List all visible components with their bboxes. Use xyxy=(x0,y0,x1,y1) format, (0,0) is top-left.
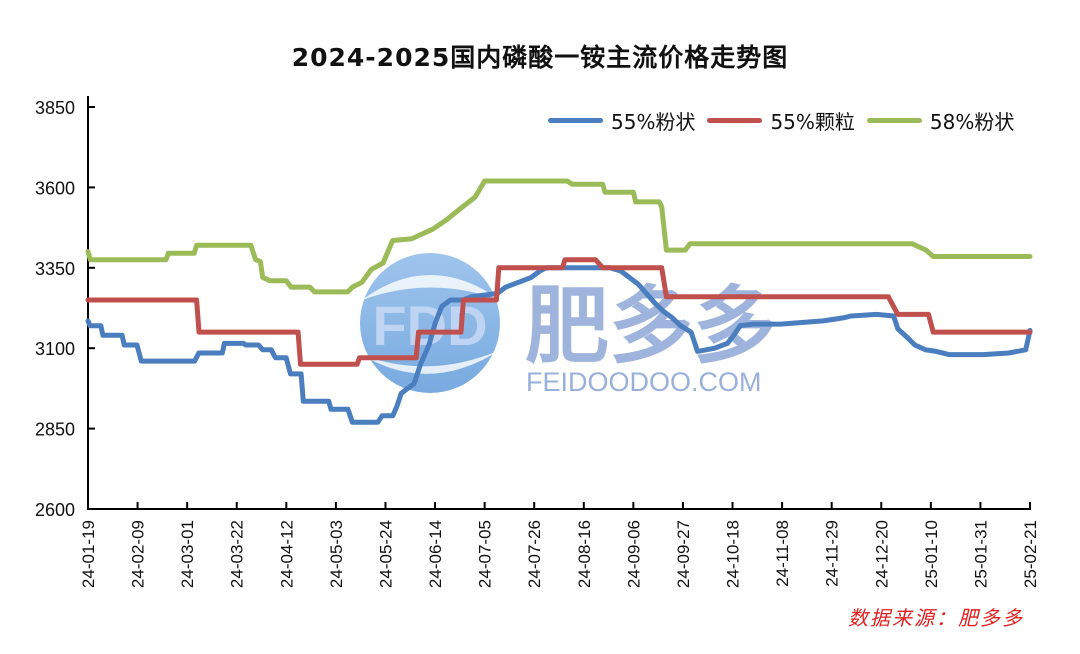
x-tick-label: 24-03-01 xyxy=(178,520,197,588)
legend-label: 55%颗粒 xyxy=(770,110,855,134)
x-tick-label: 24-05-24 xyxy=(376,520,395,588)
x-tick-label: 24-12-20 xyxy=(872,520,891,588)
y-tick-label: 3600 xyxy=(35,178,75,198)
x-tick-label: 24-08-16 xyxy=(575,520,594,588)
data-source-note: 数据来源：肥多多 xyxy=(848,606,1024,630)
x-tick-label: 24-07-05 xyxy=(476,520,495,588)
series-line xyxy=(85,178,1033,295)
x-tick-label: 24-02-09 xyxy=(129,520,148,588)
legend-item-55-granular: 55%颗粒 xyxy=(707,106,855,135)
x-tick-label: 24-10-18 xyxy=(724,520,743,588)
fdd-logo-icon: FDD xyxy=(360,253,500,393)
watermark-brand-en: FEIDOODOO.COM xyxy=(526,367,762,397)
x-tick-label: 25-02-21 xyxy=(1021,520,1040,588)
y-tick-label: 2850 xyxy=(35,420,75,440)
legend-item-58-powder: 58%粉状 xyxy=(866,106,1015,135)
x-tick-label: 24-09-27 xyxy=(674,520,693,588)
y-ticks: 2600 2850 3100 3350 3600 3850 xyxy=(35,98,95,520)
y-tick-label: 3350 xyxy=(35,259,75,279)
y-tick-label: 2600 xyxy=(35,500,75,520)
series-line xyxy=(85,265,1033,425)
x-ticks: 24-01-19 24-02-09 24-03-01 24-03-22 24-04-12… xyxy=(79,502,1040,588)
y-tick-label: 3850 xyxy=(35,98,75,118)
y-tick-label: 3100 xyxy=(35,339,75,359)
x-tick-label: 24-11-29 xyxy=(823,520,842,587)
chart-title: 2024-2025国内磷酸一铵主流价格走势图 xyxy=(291,43,789,72)
series-lines xyxy=(85,178,1033,425)
x-tick-label: 25-01-10 xyxy=(922,520,941,588)
x-tick-label: 24-04-12 xyxy=(277,520,296,588)
x-tick-label: 24-09-06 xyxy=(624,520,643,588)
series-line xyxy=(85,257,1033,367)
watermark: FDD 肥多多 FEIDOODOO.COM xyxy=(360,253,777,397)
legend-swatch-green xyxy=(866,118,922,123)
x-tick-label: 24-07-26 xyxy=(525,520,544,588)
legend-swatch-red xyxy=(707,118,763,123)
x-tick-label: 24-11-08 xyxy=(773,520,792,587)
x-tick-label: 24-03-22 xyxy=(228,520,247,588)
legend-item-55-powder: 55%粉状 xyxy=(548,106,695,135)
x-tick-label: 24-01-19 xyxy=(79,520,98,588)
x-tick-label: 24-05-03 xyxy=(327,520,346,588)
legend-label: 55%粉状 xyxy=(611,110,696,134)
x-tick-label: 24-06-14 xyxy=(426,520,445,588)
x-tick-label: 25-01-31 xyxy=(971,520,990,588)
legend-swatch-blue xyxy=(548,118,603,123)
watermark-brand-cn: 肥多多 xyxy=(525,277,777,375)
legend: 55%粉状 55%颗粒 58%粉状 xyxy=(548,106,1026,135)
legend-label: 58%粉状 xyxy=(929,110,1015,134)
